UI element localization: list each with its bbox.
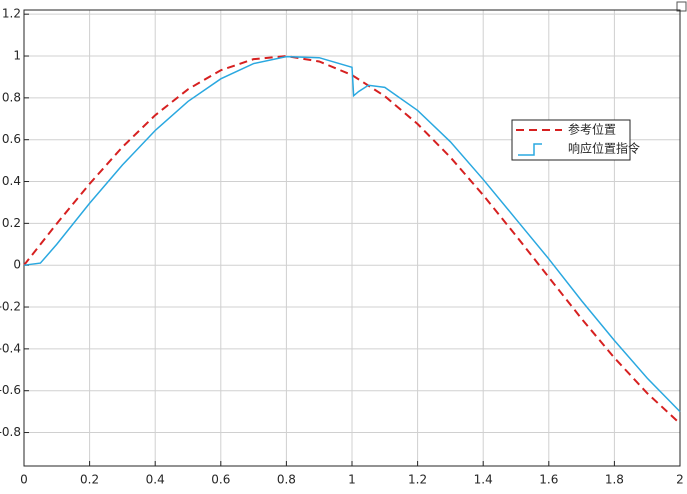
- series-line: [23, 55, 681, 413]
- x-tick-label: 0.2: [80, 473, 99, 487]
- legend-label: 参考位置: [568, 122, 616, 137]
- x-tick-label: 1.8: [605, 473, 624, 487]
- y-tick-label: -0.4: [0, 341, 21, 355]
- x-tick-label: 0: [20, 473, 28, 487]
- y-tick-label: -0.2: [0, 300, 21, 314]
- plot-frame: [23, 9, 681, 467]
- y-tick-label: 0.6: [2, 132, 21, 146]
- y-tick-label: 0.2: [2, 216, 21, 230]
- x-tick-label: 1.4: [474, 473, 493, 487]
- x-tick-label: 0.8: [277, 473, 296, 487]
- x-tick-label: 1.6: [539, 473, 558, 487]
- y-tick-label: 0.8: [2, 90, 21, 104]
- x-tick-label: 1: [348, 473, 356, 487]
- window-icon[interactable]: [676, 1, 687, 12]
- y-tick-label: -0.6: [0, 383, 21, 397]
- y-tick-label: 0.4: [2, 174, 21, 188]
- y-tick-label: 0: [13, 258, 21, 272]
- legend-label: 响应位置指令: [568, 141, 640, 156]
- x-tick-label: 0.4: [146, 473, 165, 487]
- legend-swatch: [518, 143, 542, 156]
- y-tick-label: -0.8: [0, 425, 21, 439]
- x-tick-label: 2: [676, 473, 684, 487]
- x-tick-label: 1.2: [408, 473, 427, 487]
- y-tick-label: 1: [13, 49, 21, 63]
- legend-box: [511, 119, 631, 161]
- y-tick-label: 1.2: [2, 7, 21, 21]
- series-line: [23, 55, 681, 425]
- x-tick-label: 0.6: [211, 473, 230, 487]
